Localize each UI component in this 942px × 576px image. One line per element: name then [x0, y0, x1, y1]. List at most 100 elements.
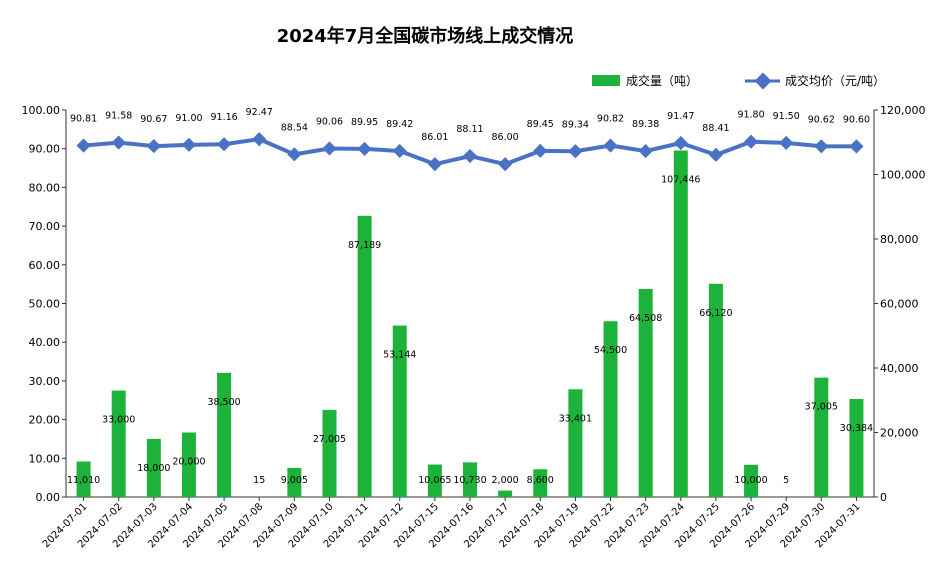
- price-point: [708, 147, 723, 162]
- price-data-label: 90.67: [140, 114, 167, 125]
- price-data-label: 91.58: [105, 111, 132, 122]
- volume-data-label: 18,000: [137, 463, 170, 474]
- volume-data-label: 37,005: [805, 402, 838, 413]
- price-point: [498, 157, 513, 172]
- price-data-label: 88.54: [281, 122, 308, 133]
- right-axis-tick-label: 40,000: [880, 362, 919, 375]
- volume-bar: [708, 283, 723, 497]
- price-point: [217, 137, 232, 152]
- price-point: [743, 134, 759, 149]
- volume-data-label: 64,508: [629, 313, 662, 324]
- price-data-label: 91.80: [737, 110, 764, 121]
- price-point: [533, 143, 548, 158]
- volume-bar: [498, 490, 513, 497]
- legend-label-volume: 成交量（吨）: [626, 73, 698, 88]
- price-point: [252, 132, 267, 147]
- price-point: [814, 139, 829, 154]
- volume-data-label: 33,000: [102, 415, 135, 426]
- volume-data-label: 87,189: [348, 240, 381, 251]
- left-axis-tick-label: 70.00: [29, 220, 61, 233]
- price-data-label: 88.41: [702, 123, 729, 134]
- price-data-label: 90.62: [808, 114, 835, 125]
- volume-bar: [287, 467, 302, 497]
- price-data-label: 91.47: [667, 111, 694, 122]
- volume-data-label: 30,384: [840, 423, 873, 434]
- price-point: [287, 147, 302, 162]
- volume-data-label: 66,120: [699, 308, 732, 319]
- legend: 成交量（吨） 成交均价（元/吨）: [592, 72, 885, 90]
- price-point: [357, 141, 372, 156]
- price-point: [462, 148, 478, 164]
- price-data-label: 91.50: [773, 111, 800, 122]
- volume-data-label: 11,010: [67, 475, 100, 486]
- volume-data-label: 8,600: [527, 475, 554, 486]
- volume-data-label: 54,500: [594, 345, 627, 356]
- price-data-label: 90.81: [70, 114, 97, 125]
- volume-data-label: 15: [253, 475, 265, 486]
- right-axis-tick-label: 20,000: [880, 427, 919, 440]
- price-data-label: 90.60: [843, 114, 870, 125]
- volume-bar: [217, 372, 232, 497]
- price-point: [427, 157, 442, 172]
- price-point: [603, 138, 618, 153]
- volume-data-label: 33,401: [559, 413, 592, 424]
- price-data-label: 88.11: [456, 124, 483, 135]
- price-point: [392, 143, 407, 159]
- left-axis-tick-label: 50.00: [29, 298, 61, 311]
- volume-bar: [111, 390, 126, 497]
- price-data-label: 89.95: [351, 117, 378, 128]
- legend-swatch-volume: [592, 75, 620, 86]
- left-axis-tick-label: 20.00: [29, 414, 61, 427]
- price-point: [146, 139, 161, 154]
- right-axis-tick-label: 100,000: [880, 169, 926, 182]
- volume-data-label: 38,500: [207, 397, 240, 408]
- price-data-label: 91.16: [210, 112, 237, 123]
- price-point: [111, 135, 126, 150]
- volume-data-label: 27,005: [313, 434, 346, 445]
- left-axis-tick-label: 10.00: [29, 452, 61, 465]
- volume-bar: [427, 464, 442, 497]
- volume-bar: [744, 464, 759, 497]
- price-point: [181, 137, 197, 152]
- volume-data-label: 10,000: [734, 475, 767, 486]
- volume-data-label: 9,005: [281, 475, 308, 486]
- price-data-label: 89.42: [386, 119, 413, 130]
- volume-data-label: 2,000: [492, 475, 519, 486]
- price-data-label: 89.34: [562, 119, 589, 130]
- right-axis-tick-label: 80,000: [880, 233, 919, 246]
- volume-data-label: 10,730: [453, 475, 486, 486]
- volume-bar: [357, 215, 372, 497]
- volume-data-label: 107,446: [661, 174, 700, 185]
- legend-label-price: 成交均价（元/吨）: [785, 73, 885, 88]
- price-point: [673, 135, 688, 151]
- right-axis-tick-label: 60,000: [880, 298, 919, 311]
- price-point: [322, 141, 337, 156]
- price-data-label: 90.06: [316, 116, 343, 127]
- bars: [76, 150, 864, 498]
- volume-bar: [322, 409, 337, 497]
- volume-bar: [392, 325, 407, 497]
- volume-data-label: 10,065: [418, 475, 451, 486]
- volume-bar: [849, 399, 864, 497]
- left-axis-tick-label: 80.00: [29, 181, 61, 194]
- left-axis-tick-label: 0.00: [36, 491, 61, 504]
- volume-bar: [181, 432, 196, 497]
- volume-bar: [146, 438, 161, 497]
- price-data-label: 90.82: [597, 114, 624, 125]
- volume-bar: [568, 389, 583, 497]
- left-axis-tick-label: 60.00: [29, 259, 61, 272]
- right-axis-tick-label: 120,000: [880, 104, 926, 117]
- left-axis-tick-label: 90.00: [29, 143, 61, 156]
- volume-bar: [814, 377, 829, 497]
- volume-bar: [603, 321, 618, 497]
- price-data-label: 86.01: [421, 132, 448, 143]
- price-point: [76, 138, 91, 153]
- left-axis-tick-label: 40.00: [29, 336, 61, 349]
- price-point: [638, 144, 653, 159]
- right-axis-tick-label: 0: [880, 491, 887, 504]
- price-data-label: 92.47: [246, 107, 273, 118]
- volume-bar: [463, 462, 477, 497]
- volume-bar: [76, 461, 91, 497]
